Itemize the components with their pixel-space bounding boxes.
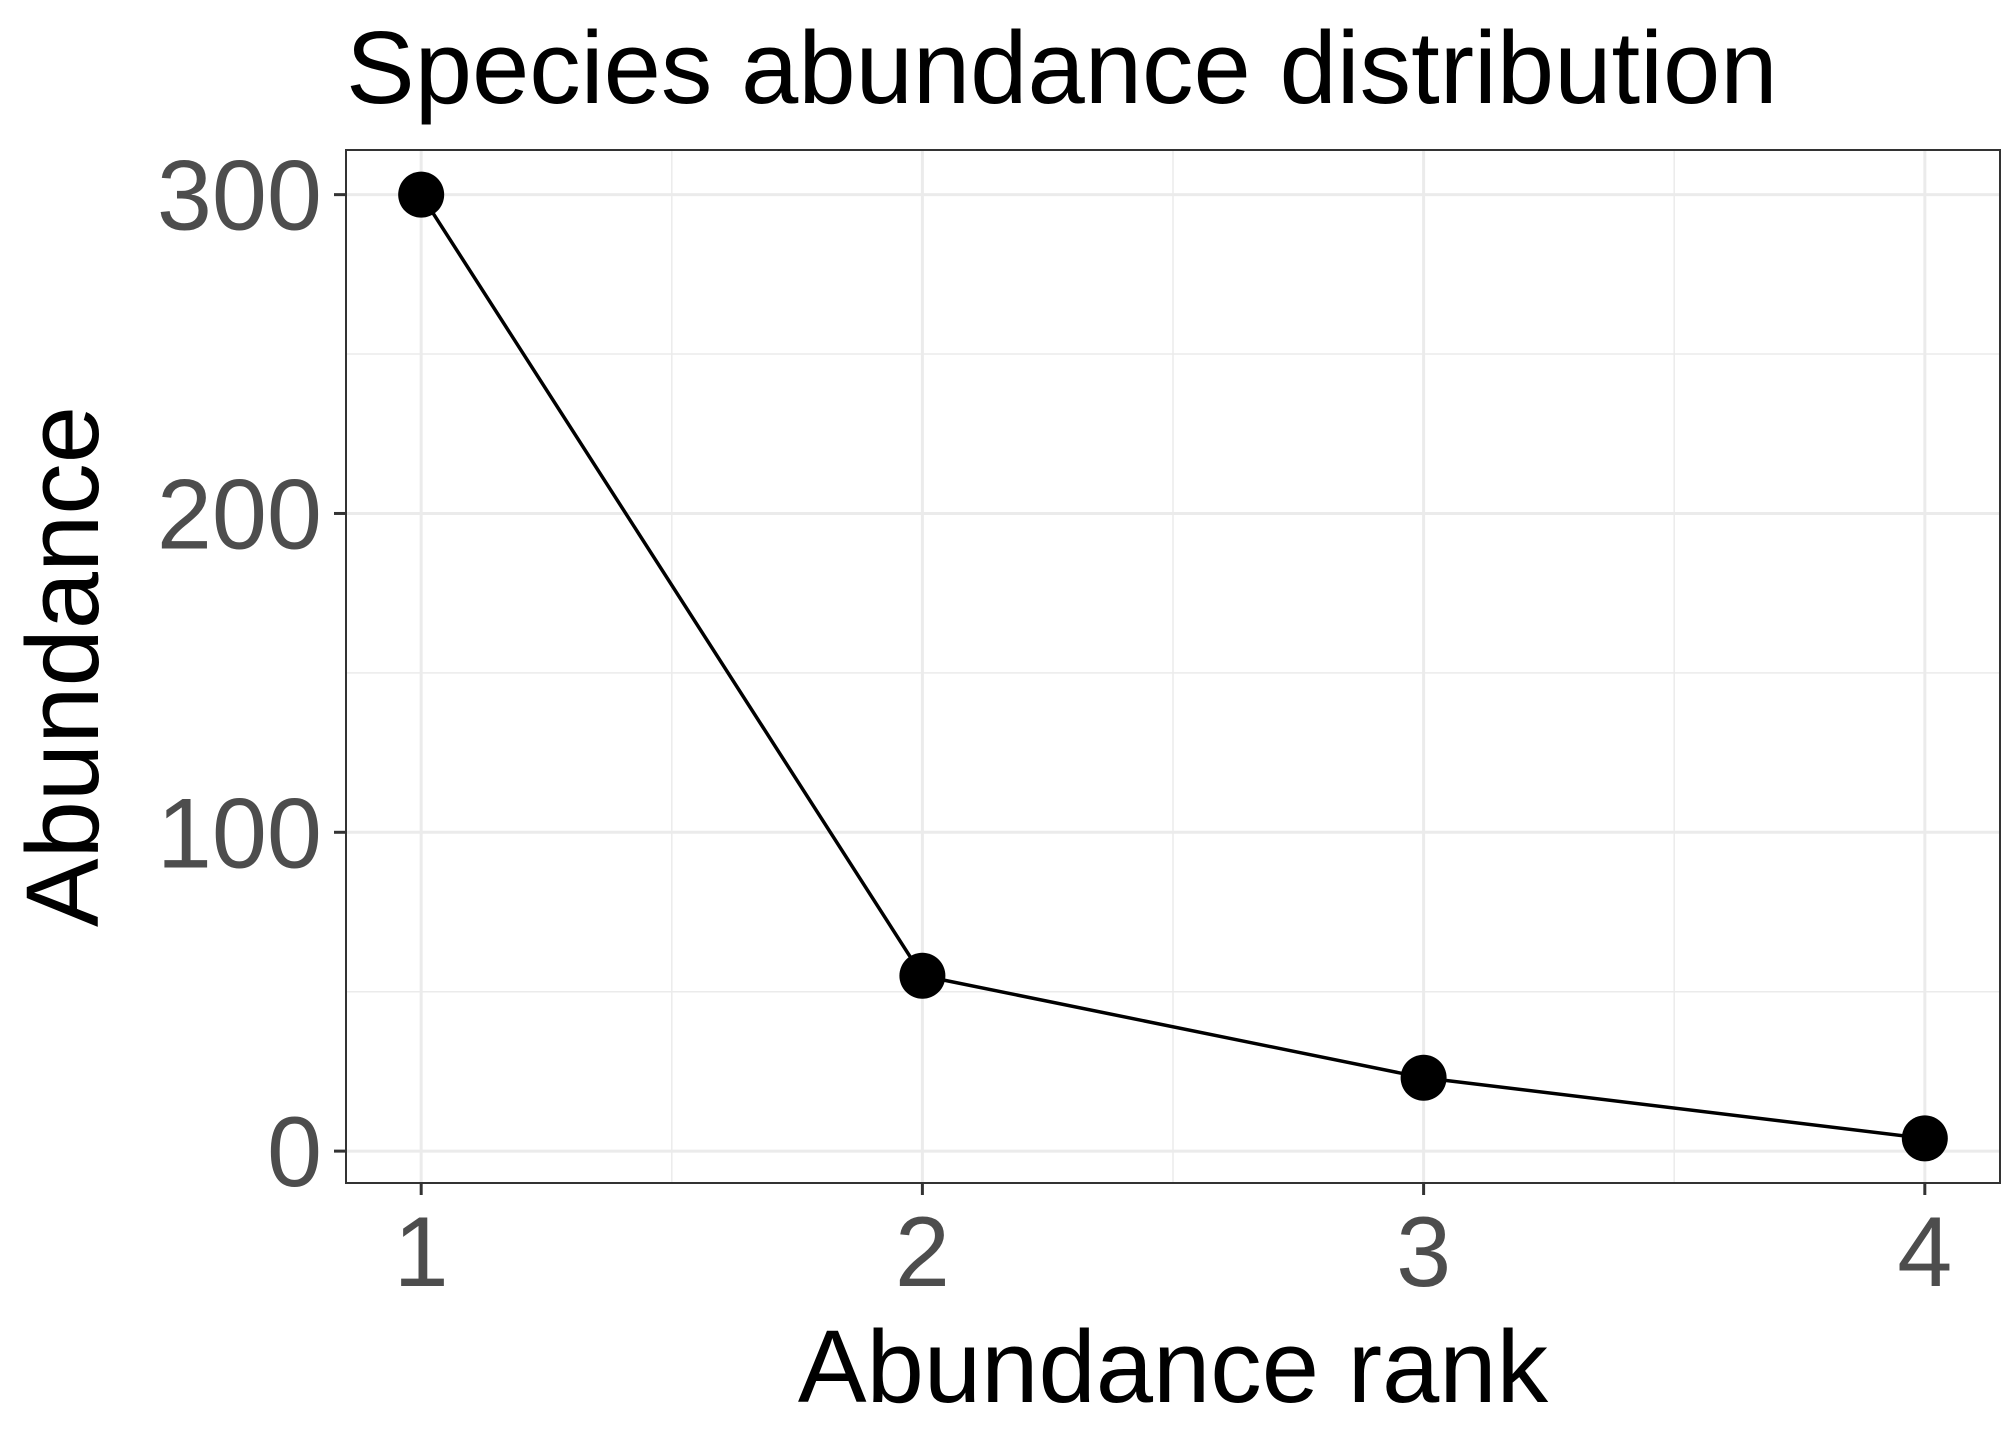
- y-tick-label-2: 200: [157, 458, 322, 569]
- panel-border: [345, 149, 2001, 1184]
- x-tick-label-1: 2: [895, 1196, 950, 1307]
- y-axis-title: Abundance: [5, 406, 120, 927]
- y-tick-label-3: 300: [157, 140, 322, 251]
- data-point-4: [1901, 1115, 1948, 1162]
- chart-title: Species abundance distribution: [346, 10, 1778, 125]
- data-point-1: [398, 171, 445, 218]
- data-point-2: [899, 952, 946, 999]
- x-tick-label-0: 1: [394, 1196, 449, 1307]
- axis-layer: 0 100 200 300 1 2 3 4: [157, 140, 1953, 1307]
- y-tick-label-0: 0: [267, 1096, 322, 1207]
- x-axis-title: Abundance rank: [798, 1309, 1549, 1424]
- data-point-3: [1400, 1054, 1447, 1101]
- series-line: [419, 193, 1926, 1141]
- x-tick-label-2: 3: [1396, 1196, 1451, 1307]
- x-tick-label-3: 4: [1897, 1196, 1952, 1307]
- grid-layer: [346, 150, 2000, 1183]
- series-layer: [398, 171, 1948, 1162]
- y-tick-label-1: 100: [157, 777, 322, 888]
